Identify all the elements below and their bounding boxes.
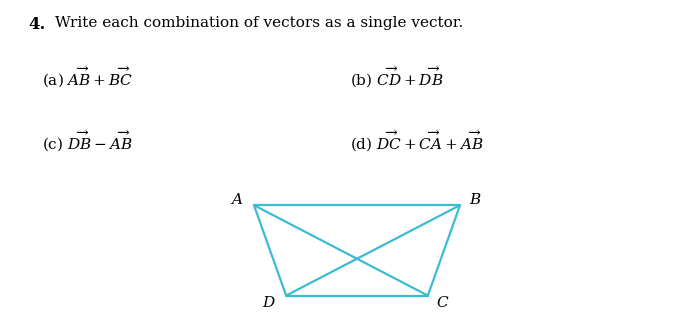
Text: B: B	[469, 193, 480, 206]
Text: (b) $\overrightarrow{CD} + \overrightarrow{DB}$: (b) $\overrightarrow{CD} + \overrightarr…	[350, 64, 444, 89]
Text: (a) $\overrightarrow{AB} + \overrightarrow{BC}$: (a) $\overrightarrow{AB} + \overrightarr…	[42, 64, 133, 89]
Text: (c) $\overrightarrow{DB} - \overrightarrow{AB}$: (c) $\overrightarrow{DB} - \overrightarr…	[42, 128, 133, 153]
Text: C: C	[437, 296, 448, 310]
Text: A: A	[231, 193, 241, 206]
Text: (d) $\overrightarrow{DC} + \overrightarrow{CA} + \overrightarrow{AB}$: (d) $\overrightarrow{DC} + \overrightarr…	[350, 128, 484, 153]
Text: 4.: 4.	[28, 16, 46, 33]
Text: D: D	[262, 296, 274, 310]
Text: Write each combination of vectors as a single vector.: Write each combination of vectors as a s…	[55, 16, 463, 30]
